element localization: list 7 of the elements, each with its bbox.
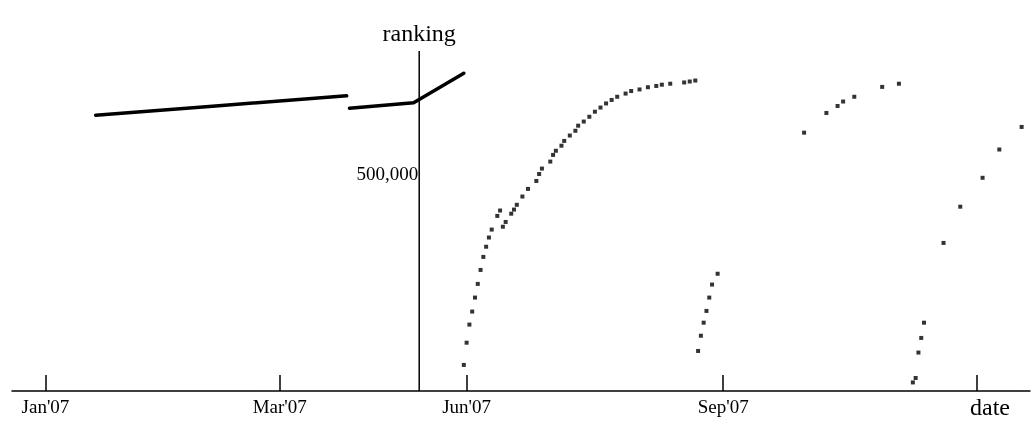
x-tick-label: Sep'07: [697, 396, 749, 417]
x-tick-label: Jan'07: [21, 396, 70, 417]
x-tick-label: Jun'07: [442, 396, 492, 417]
x-tick-label: Mar'07: [252, 396, 307, 417]
y-axis-title: ranking: [382, 20, 456, 46]
x-axis-title: date: [970, 394, 1010, 420]
annotation: 500,000: [356, 162, 419, 184]
